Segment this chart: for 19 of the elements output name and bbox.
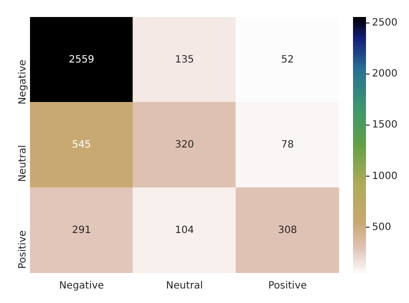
y-tick-label: Neutral: [18, 145, 29, 182]
x-tick-label: Neutral: [166, 280, 203, 292]
data-label: 545: [72, 140, 92, 151]
color-bar-label: 2500: [372, 18, 398, 29]
y-tick-label: Negative: [18, 60, 29, 105]
data-label: 104: [174, 224, 194, 236]
data-label: 52: [281, 54, 294, 66]
color-bar-label: 2000: [372, 68, 398, 80]
x-tick-label: Positive: [268, 280, 307, 292]
color-bar-label: 1500: [372, 120, 398, 131]
data-label: 308: [278, 224, 298, 236]
x-tick-label: Negative: [59, 280, 104, 292]
data-label: 291: [72, 224, 92, 236]
data-label: 2559: [68, 54, 94, 66]
color-bar-label: 1000: [372, 170, 398, 182]
data-label: 78: [281, 140, 294, 151]
data-label: 135: [174, 54, 194, 66]
data-label: 320: [174, 140, 194, 151]
color-bar-label: 500: [372, 222, 392, 233]
